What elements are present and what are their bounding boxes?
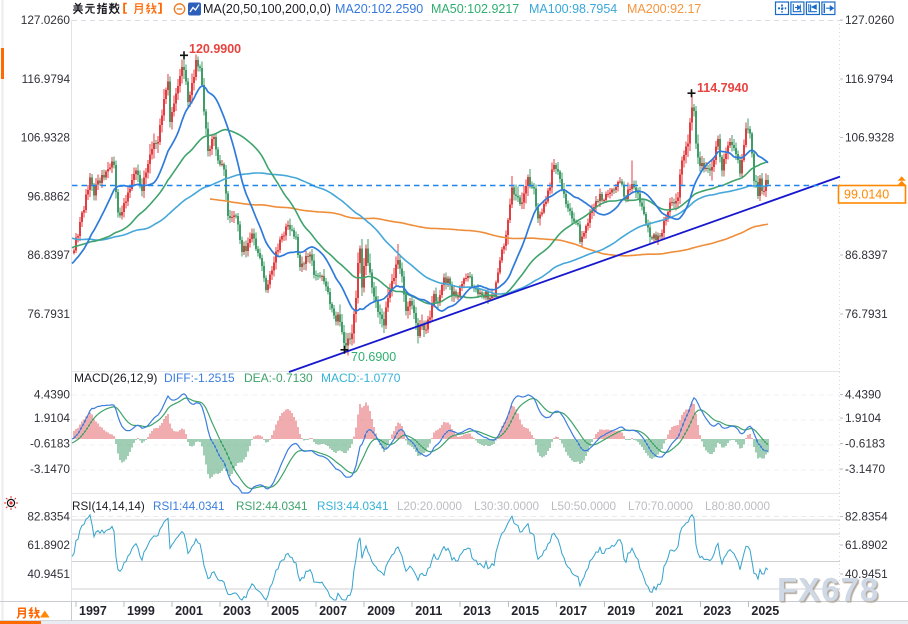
svg-text:4.4390: 4.4390 bbox=[34, 387, 71, 401]
svg-text:40.9451: 40.9451 bbox=[27, 567, 70, 581]
svg-text:2001: 2001 bbox=[175, 604, 203, 618]
svg-text:2023: 2023 bbox=[703, 604, 731, 618]
svg-text:2019: 2019 bbox=[607, 604, 635, 618]
svg-text:DIFF:-1.2515: DIFF:-1.2515 bbox=[164, 371, 235, 385]
svg-text:127.0260: 127.0260 bbox=[21, 13, 71, 27]
svg-text:114.7940: 114.7940 bbox=[697, 81, 748, 95]
svg-text:-3.1470: -3.1470 bbox=[30, 462, 70, 476]
svg-text:61.8902: 61.8902 bbox=[845, 538, 888, 552]
svg-text:MA100:98.7954: MA100:98.7954 bbox=[529, 2, 617, 16]
svg-text:MACD(26,12,9): MACD(26,12,9) bbox=[74, 371, 157, 385]
svg-text:-3.1470: -3.1470 bbox=[845, 462, 885, 476]
svg-text:4.4390: 4.4390 bbox=[845, 387, 882, 401]
svg-text:2005: 2005 bbox=[271, 604, 299, 618]
svg-text:86.8397: 86.8397 bbox=[845, 248, 888, 262]
svg-text:127.0260: 127.0260 bbox=[845, 13, 895, 27]
svg-text:DEA:-0.7130: DEA:-0.7130 bbox=[244, 371, 313, 385]
svg-text:82.8354: 82.8354 bbox=[27, 509, 70, 523]
svg-text:MA20:102.2590: MA20:102.2590 bbox=[335, 2, 423, 16]
svg-text:86.8397: 86.8397 bbox=[27, 248, 70, 262]
svg-text:1999: 1999 bbox=[127, 604, 155, 618]
svg-text:MA(20,50,100,200,0,0): MA(20,50,100,200,0,0) bbox=[203, 2, 331, 16]
svg-text:76.7931: 76.7931 bbox=[845, 307, 888, 321]
svg-text:L70:70.0000: L70:70.0000 bbox=[628, 500, 693, 513]
svg-text:40.9451: 40.9451 bbox=[845, 567, 888, 581]
svg-text:MACD:-1.0770: MACD:-1.0770 bbox=[321, 371, 401, 385]
svg-text:2009: 2009 bbox=[367, 604, 395, 618]
svg-text:2017: 2017 bbox=[559, 604, 587, 618]
svg-text:2015: 2015 bbox=[511, 604, 539, 618]
svg-text:-0.6183: -0.6183 bbox=[30, 437, 70, 451]
svg-text:MA50:102.9217: MA50:102.9217 bbox=[431, 2, 519, 16]
svg-text:MA200:92.17: MA200:92.17 bbox=[627, 2, 701, 16]
svg-text:106.9328: 106.9328 bbox=[845, 131, 895, 145]
svg-text:1997: 1997 bbox=[79, 604, 107, 618]
svg-text:2007: 2007 bbox=[319, 604, 347, 618]
svg-text:RSI(14,14,14): RSI(14,14,14) bbox=[72, 500, 145, 513]
svg-text:2025: 2025 bbox=[751, 604, 779, 618]
svg-text:70.6900: 70.6900 bbox=[351, 350, 396, 364]
svg-text:FX678: FX678 bbox=[777, 571, 879, 608]
svg-text:116.9794: 116.9794 bbox=[22, 72, 71, 86]
svg-text:82.8354: 82.8354 bbox=[845, 509, 888, 523]
svg-text:RSI2:44.0341: RSI2:44.0341 bbox=[236, 500, 307, 513]
svg-text:-0.6183: -0.6183 bbox=[845, 437, 885, 451]
svg-text:1.9104: 1.9104 bbox=[845, 411, 882, 425]
svg-text:RSI3:44.0341: RSI3:44.0341 bbox=[317, 500, 388, 513]
svg-text:120.9900: 120.9900 bbox=[189, 42, 241, 56]
svg-text:76.7931: 76.7931 bbox=[27, 307, 70, 321]
svg-text:L20:20.0000: L20:20.0000 bbox=[397, 500, 462, 513]
svg-text:106.9328: 106.9328 bbox=[21, 131, 71, 145]
svg-text:2013: 2013 bbox=[463, 604, 491, 618]
svg-text:L50:50.0000: L50:50.0000 bbox=[551, 500, 616, 513]
svg-text:2011: 2011 bbox=[415, 604, 442, 618]
svg-text:L30:30.0000: L30:30.0000 bbox=[474, 500, 539, 513]
svg-text:1.9104: 1.9104 bbox=[34, 411, 71, 425]
svg-text:96.8862: 96.8862 bbox=[27, 189, 70, 203]
svg-text:L80:80.0000: L80:80.0000 bbox=[705, 500, 770, 513]
svg-text:61.8902: 61.8902 bbox=[27, 538, 70, 552]
svg-text:RSI1:44.0341: RSI1:44.0341 bbox=[153, 500, 224, 513]
svg-text:2021: 2021 bbox=[655, 604, 683, 618]
svg-text:99.0140: 99.0140 bbox=[844, 188, 889, 202]
svg-text:2003: 2003 bbox=[223, 604, 251, 618]
svg-text:116.9794: 116.9794 bbox=[845, 72, 894, 86]
